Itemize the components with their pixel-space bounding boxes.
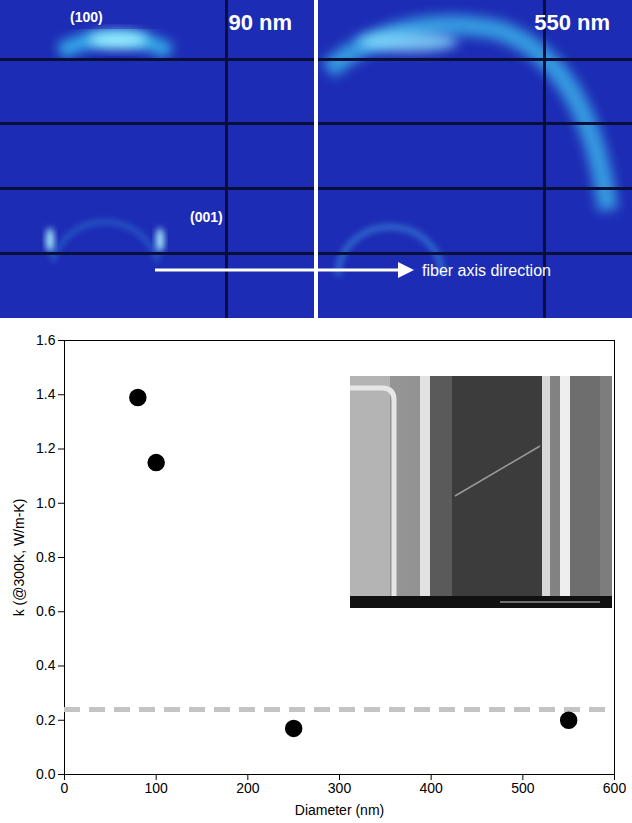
- svg-text:1.4: 1.4: [36, 386, 56, 402]
- svg-text:(100): (100): [70, 9, 103, 25]
- svg-text:300: 300: [328, 780, 352, 796]
- svg-text:k (@300K, W/m-K): k (@300K, W/m-K): [11, 499, 27, 617]
- svg-text:400: 400: [419, 780, 443, 796]
- svg-text:90 nm: 90 nm: [228, 10, 292, 35]
- svg-text:0.0: 0.0: [36, 766, 56, 782]
- svg-text:200: 200: [236, 780, 260, 796]
- svg-text:500: 500: [511, 780, 535, 796]
- svg-text:100: 100: [144, 780, 168, 796]
- svg-text:0.6: 0.6: [36, 603, 56, 619]
- svg-text:fiber axis direction: fiber axis direction: [422, 262, 551, 279]
- svg-text:Diameter (nm): Diameter (nm): [295, 802, 384, 818]
- svg-text:0.2: 0.2: [36, 712, 56, 728]
- svg-text:550 nm: 550 nm: [534, 10, 610, 35]
- svg-text:1.6: 1.6: [36, 332, 56, 348]
- svg-text:(001): (001): [190, 209, 223, 225]
- svg-text:0.4: 0.4: [36, 657, 56, 673]
- svg-text:1.2: 1.2: [36, 440, 56, 456]
- svg-text:0.8: 0.8: [36, 549, 56, 565]
- svg-text:0: 0: [61, 780, 69, 796]
- svg-text:1.0: 1.0: [36, 495, 56, 511]
- svg-text:600: 600: [603, 780, 627, 796]
